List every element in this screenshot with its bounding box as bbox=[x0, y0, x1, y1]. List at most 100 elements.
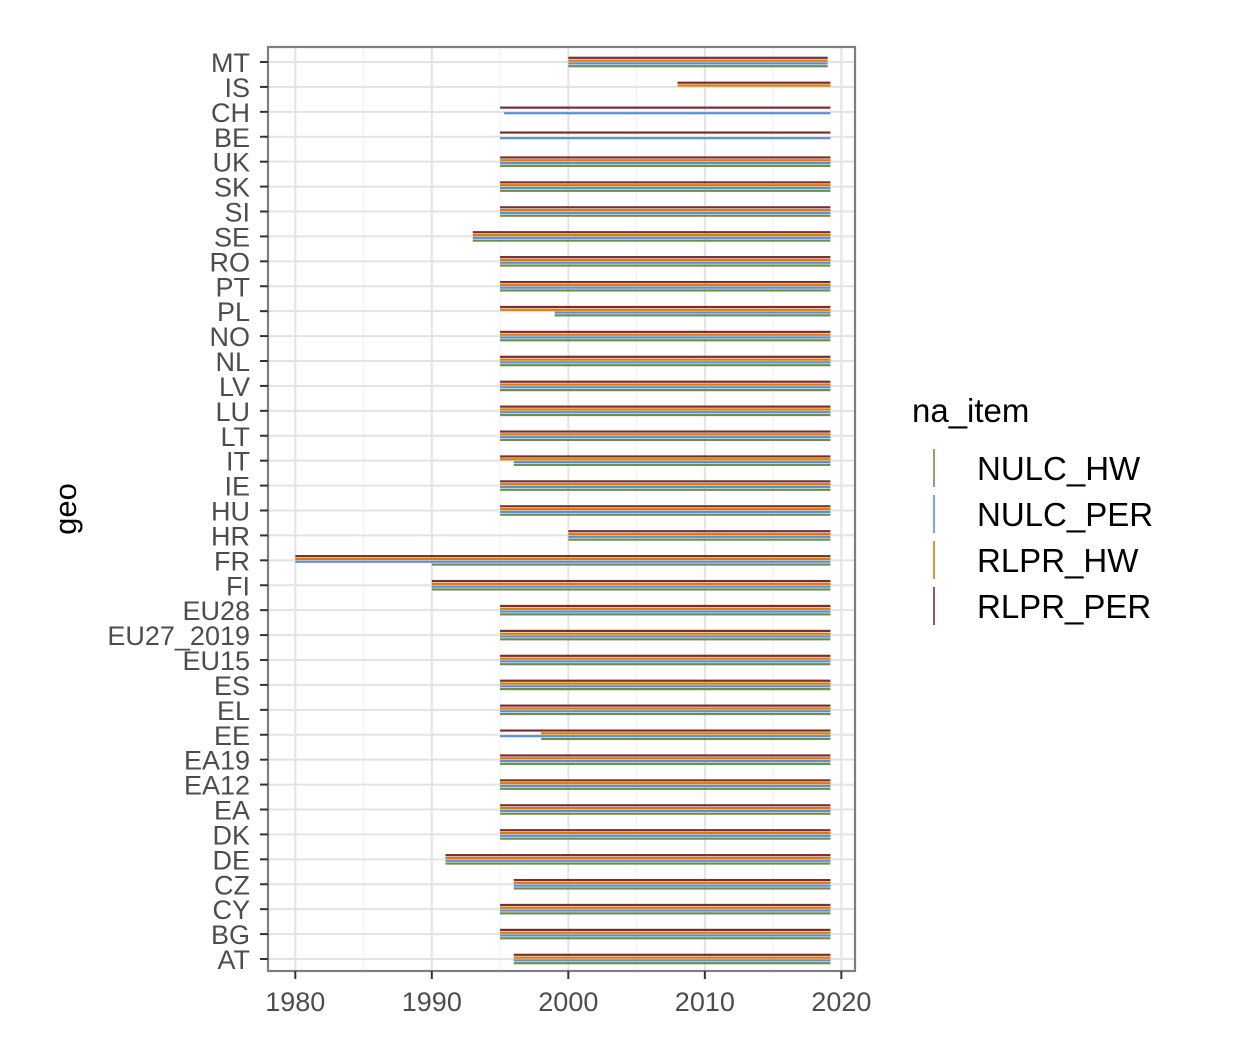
y-tick-label: BG bbox=[211, 920, 250, 950]
range-bar bbox=[541, 732, 831, 735]
y-tick-label: NO bbox=[210, 322, 251, 352]
range-bar bbox=[295, 557, 831, 561]
range-bar bbox=[500, 688, 831, 691]
range-bar bbox=[500, 289, 831, 292]
range-bar bbox=[568, 532, 831, 536]
y-tick-label: MT bbox=[211, 48, 250, 78]
range-bar bbox=[445, 862, 831, 865]
range-bar bbox=[500, 804, 831, 807]
range-bar bbox=[500, 638, 831, 641]
range-bar bbox=[500, 754, 831, 757]
range-bar bbox=[500, 809, 831, 812]
range-bar bbox=[431, 582, 831, 585]
range-bar bbox=[500, 784, 831, 788]
range-bar bbox=[472, 236, 831, 239]
y-axis-title: geo bbox=[48, 483, 83, 535]
y-tick-label: EE bbox=[214, 721, 250, 751]
range-bar bbox=[500, 682, 831, 685]
range-bar bbox=[513, 962, 831, 965]
range-bar bbox=[500, 438, 831, 442]
range-bar bbox=[500, 710, 831, 713]
y-tick-label: CZ bbox=[214, 870, 250, 900]
grid-layer bbox=[268, 47, 855, 971]
y-tick-label: EL bbox=[217, 696, 250, 726]
range-bar bbox=[500, 411, 831, 414]
y-tick-label: ES bbox=[214, 671, 250, 701]
legend-label: RLPR_PER bbox=[977, 588, 1151, 625]
y-tick-label: EU15 bbox=[182, 646, 250, 676]
range-bar bbox=[513, 881, 831, 884]
range-bar bbox=[513, 959, 831, 962]
y-tick-label: EU28 bbox=[182, 596, 250, 626]
range-bar bbox=[500, 283, 831, 286]
range-bar bbox=[431, 563, 831, 566]
range-bar bbox=[500, 305, 831, 309]
range-bar bbox=[500, 779, 831, 782]
range-bar bbox=[500, 333, 831, 336]
x-tick-label: 2010 bbox=[675, 987, 735, 1017]
range-bar bbox=[500, 707, 831, 710]
range-bar bbox=[500, 106, 831, 109]
range-bar bbox=[500, 729, 831, 732]
y-tick-label: BE bbox=[214, 123, 250, 153]
y-tick-label: FI bbox=[226, 571, 250, 601]
y-tick-label: LV bbox=[219, 372, 250, 402]
range-bar bbox=[500, 383, 831, 386]
range-bar bbox=[500, 657, 831, 660]
bars-layer bbox=[295, 56, 831, 965]
range-bar bbox=[500, 455, 831, 458]
range-bar bbox=[568, 59, 828, 62]
range-bar bbox=[500, 831, 831, 835]
range-bar bbox=[472, 231, 831, 234]
range-bar bbox=[500, 685, 831, 688]
range-bar bbox=[500, 607, 831, 610]
range-bar bbox=[500, 704, 831, 707]
range-bar bbox=[500, 361, 831, 364]
range-bar bbox=[554, 314, 831, 317]
range-bar bbox=[500, 206, 831, 209]
range-bar bbox=[568, 538, 831, 541]
y-tick-label: PL bbox=[217, 297, 250, 327]
y-tick-label: UK bbox=[212, 148, 250, 178]
range-bar bbox=[500, 164, 831, 167]
range-bar bbox=[500, 829, 831, 832]
range-bar bbox=[500, 613, 831, 616]
range-bar bbox=[500, 812, 831, 815]
y-tick-label: SK bbox=[214, 173, 250, 203]
range-bar bbox=[500, 436, 831, 439]
range-bar bbox=[568, 62, 828, 65]
range-bar bbox=[500, 184, 831, 187]
range-bar bbox=[500, 156, 831, 159]
y-tick-label: IS bbox=[224, 73, 250, 103]
range-bar bbox=[500, 264, 831, 267]
y-tick-label: CH bbox=[211, 98, 250, 128]
range-bar bbox=[513, 953, 831, 956]
range-bar bbox=[500, 654, 831, 657]
range-bar bbox=[295, 560, 831, 563]
range-bar bbox=[500, 161, 831, 165]
range-bar bbox=[500, 937, 831, 940]
y-tick-label: DK bbox=[212, 820, 250, 850]
x-tick-label: 2020 bbox=[811, 987, 871, 1017]
range-bar bbox=[513, 878, 831, 882]
range-bar bbox=[500, 137, 831, 140]
range-bar bbox=[431, 579, 831, 583]
y-tick-label: EU27_2019 bbox=[107, 621, 250, 651]
y-tick-label: IT bbox=[226, 447, 250, 477]
range-bar bbox=[500, 483, 831, 486]
range-bar bbox=[500, 214, 831, 217]
range-bar bbox=[500, 759, 831, 763]
y-tick-label: SE bbox=[214, 222, 250, 252]
range-bar bbox=[500, 508, 831, 511]
range-bar bbox=[500, 408, 831, 411]
y-tick-label: LU bbox=[215, 397, 250, 427]
y-tick-label: LT bbox=[220, 422, 250, 452]
y-tick-label: DE bbox=[212, 845, 250, 875]
range-bar bbox=[500, 679, 831, 682]
panel-border bbox=[266, 45, 857, 973]
range-bar bbox=[500, 211, 831, 214]
range-bar bbox=[500, 258, 831, 262]
y-tick-label: HU bbox=[211, 497, 250, 527]
range-bar bbox=[445, 859, 831, 862]
range-bar bbox=[500, 286, 831, 289]
